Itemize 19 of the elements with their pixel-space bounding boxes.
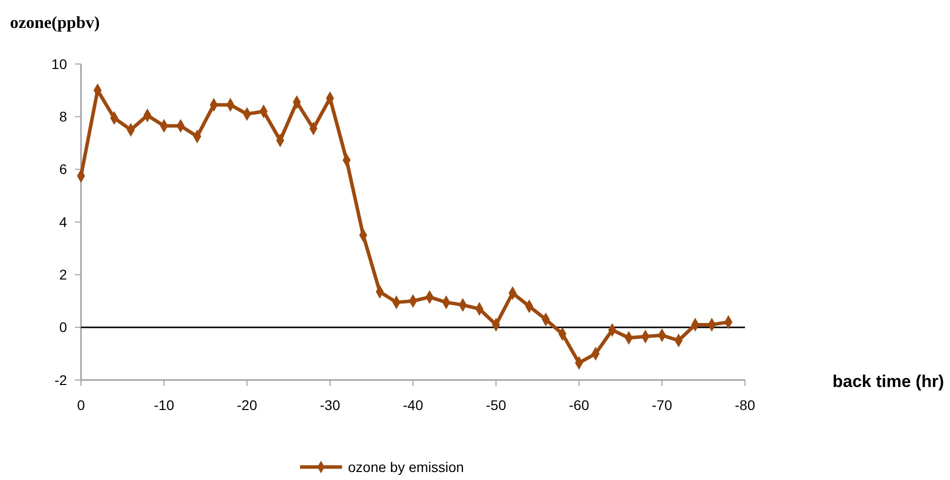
x-tick-label: -50 [486,397,506,413]
x-tick-label: -80 [734,397,756,413]
y-tick-label: 4 [59,214,68,230]
y-tick-label: 2 [59,266,68,283]
y-tick-label: 10 [51,56,68,72]
y-axis-title: ozone(ppbv) [10,13,100,32]
y-tick-label: 0 [59,319,68,336]
x-tick-label: 0 [77,397,86,413]
x-tick-label: -10 [154,397,174,413]
y-tick-label: 6 [59,161,68,178]
y-tick-label: -2 [54,372,68,388]
x-tick-label: -40 [402,397,424,413]
y-tick-label: 8 [59,108,68,125]
x-tick-label: -60 [568,397,590,413]
x-axis-title: back time (hr) [832,372,944,391]
x-tick-label: -70 [652,397,672,413]
x-tick-label: -30 [320,397,340,413]
x-tick-label: -20 [236,397,258,413]
legend-label: ozone by emission [348,458,464,475]
